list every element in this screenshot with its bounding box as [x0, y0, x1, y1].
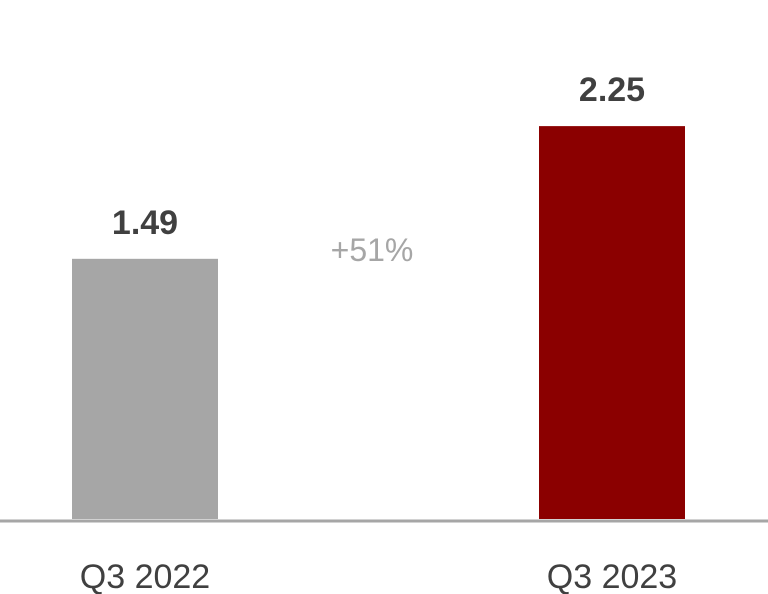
value-labels-group: 1.49 2.25 — [112, 71, 645, 242]
category-label: Q3 2023 — [547, 558, 677, 594]
value-label: 2.25 — [579, 71, 645, 109]
category-labels-group: Q3 2022 Q3 2023 — [80, 558, 677, 594]
bar-q3-2023 — [539, 126, 685, 519]
bar-q3-2022 — [72, 258, 218, 519]
category-label: Q3 2022 — [80, 558, 210, 594]
value-label: 1.49 — [112, 204, 178, 242]
bars-group — [72, 126, 685, 519]
growth-annotation: +51% — [331, 232, 414, 268]
